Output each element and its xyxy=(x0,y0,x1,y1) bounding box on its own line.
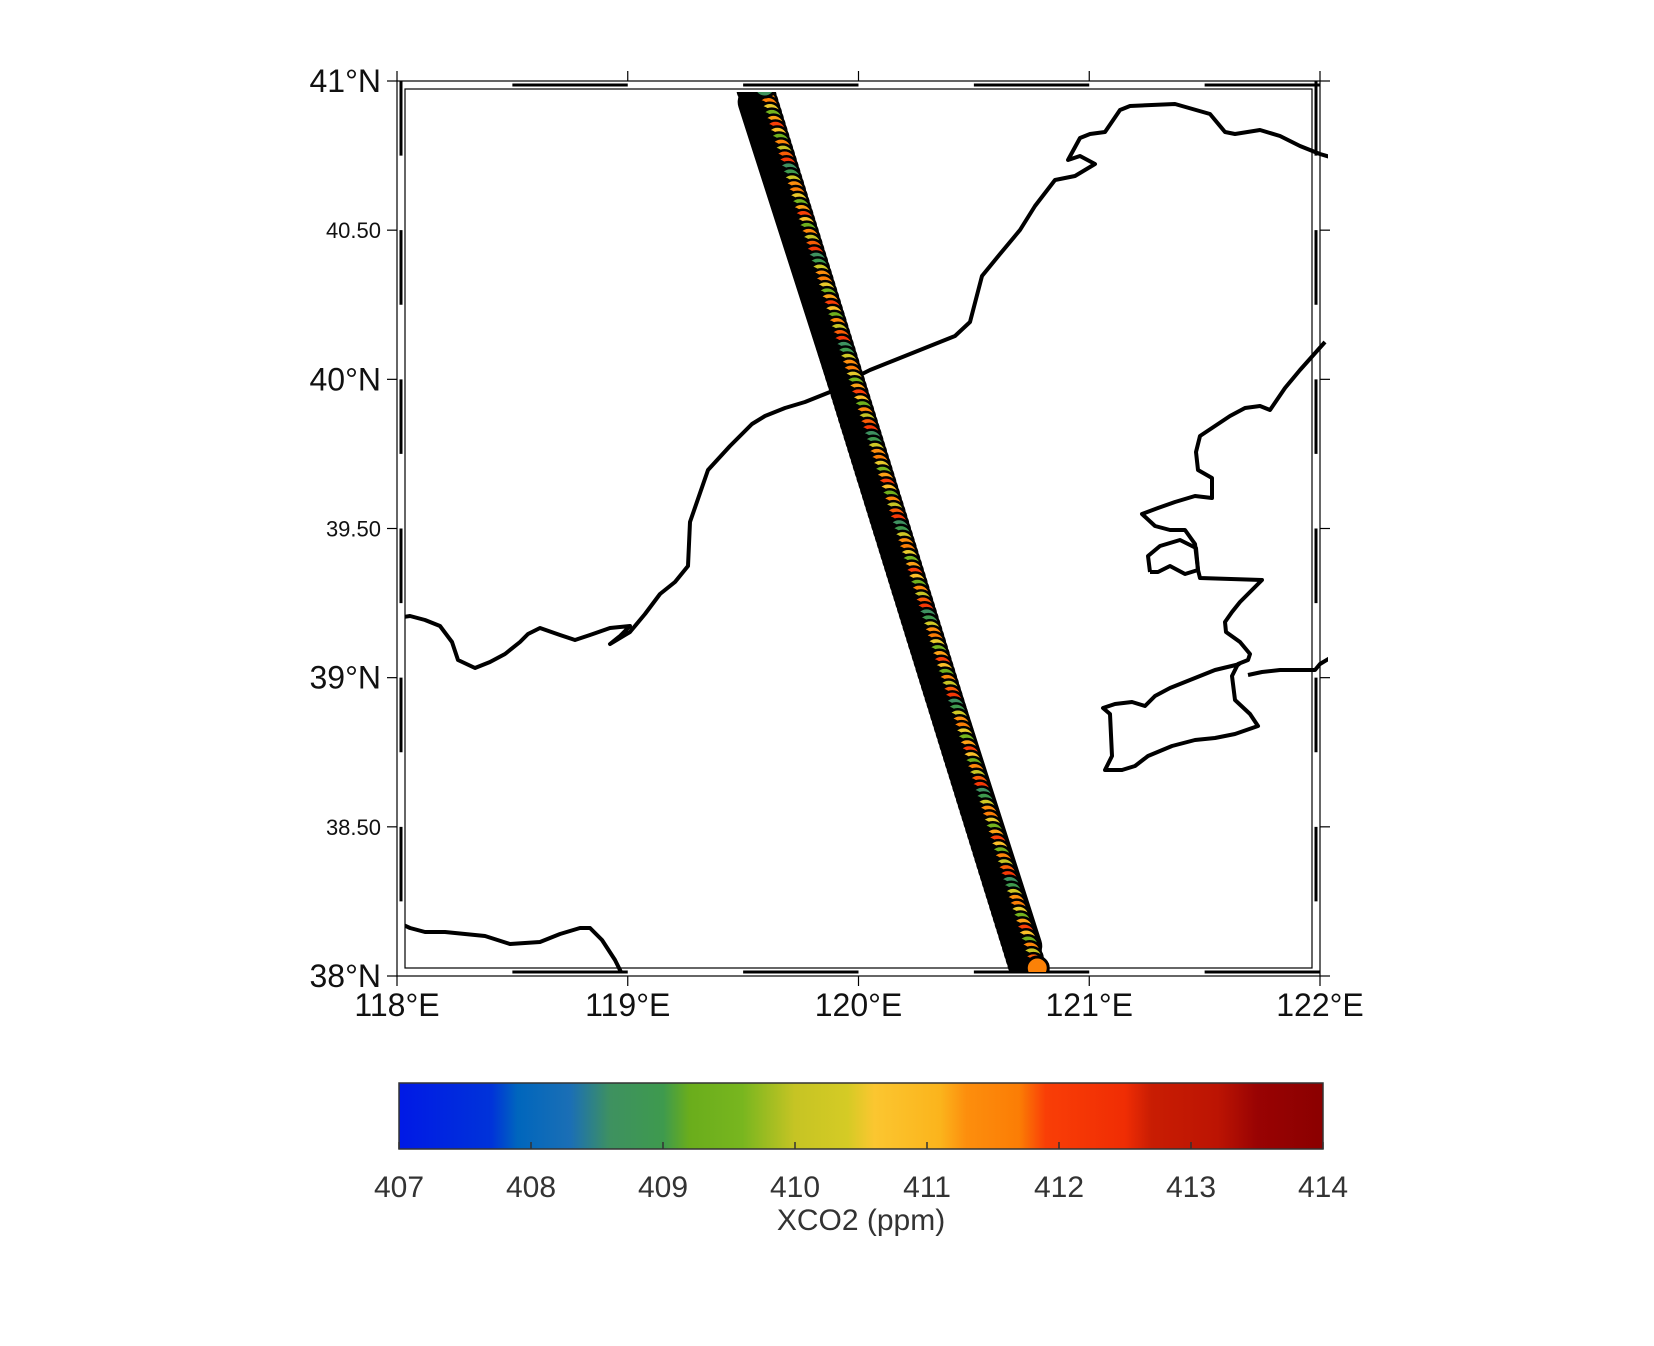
colorbar-tick-label: 414 xyxy=(1298,1171,1348,1204)
y-tick-label: 38°N xyxy=(310,958,382,994)
x-tick-label: 119°E xyxy=(585,987,670,1023)
coastline-peninsula-segment xyxy=(1101,340,1327,772)
colorbar-tick-label: 412 xyxy=(1034,1171,1084,1204)
colorbar-tick-label: 407 xyxy=(374,1171,424,1204)
colorbar-label: XCO2 (ppm) xyxy=(777,1204,945,1237)
x-tick-label: 118°E xyxy=(354,987,439,1023)
y-tick-label: 39.50 xyxy=(326,517,381,542)
colorbar-tick-label: 411 xyxy=(903,1171,951,1204)
x-tick-label: 122°E xyxy=(1276,987,1364,1023)
axis-labels: 118°E 119°E 120°E 121°E 122°E 41°N 40.50 40°N 39… xyxy=(310,63,1364,1023)
y-tick-label: 39°N xyxy=(310,660,382,696)
coastline xyxy=(405,102,1328,972)
coastline-east-segment xyxy=(1247,656,1328,677)
y-tick-label: 40.50 xyxy=(326,218,381,243)
colorbar: 407 408 409 410 411 412 413 414 XCO2 (ppm) xyxy=(374,1082,1348,1237)
colorbar-gradient xyxy=(398,1082,1324,1150)
track-point-end xyxy=(1024,955,1050,972)
colorbar-tick-label: 408 xyxy=(506,1171,556,1204)
colorbar-tick-label: 413 xyxy=(1166,1171,1216,1204)
colorbar-ticks: 407 408 409 410 411 412 413 414 xyxy=(374,1142,1348,1204)
y-tick-label: 41°N xyxy=(310,63,382,99)
xco2-track xyxy=(736,92,1050,972)
x-tick-label: 120°E xyxy=(815,987,903,1023)
frame-inner xyxy=(404,88,1313,969)
colorbar-tick-label: 409 xyxy=(638,1171,688,1204)
coastline-island xyxy=(1146,538,1200,576)
coastline-north-segment xyxy=(405,102,1328,670)
x-tick-label: 121°E xyxy=(1045,987,1133,1023)
y-tick-label: 40°N xyxy=(310,361,382,397)
y-tick-label: 38.50 xyxy=(326,815,381,840)
coastline-south-segment xyxy=(405,923,624,972)
colorbar-tick-label: 410 xyxy=(770,1171,820,1204)
track-point-start xyxy=(753,92,776,99)
